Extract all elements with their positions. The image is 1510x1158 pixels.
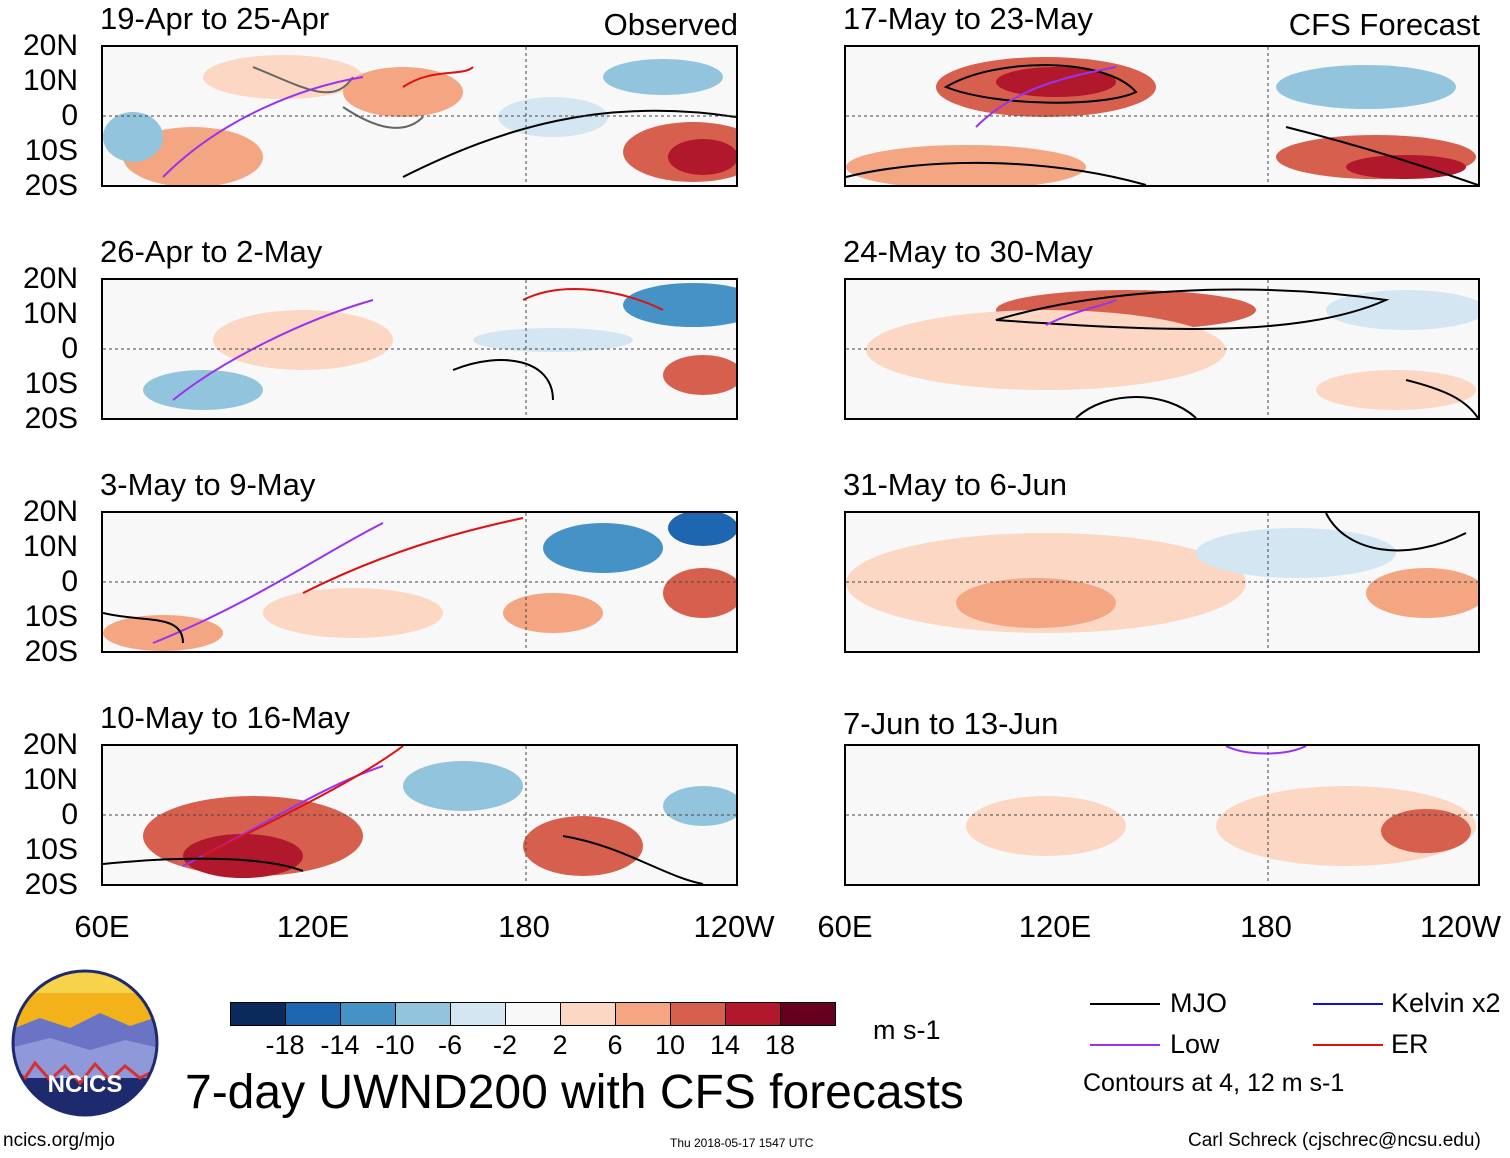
lon-label: 180	[1240, 909, 1292, 944]
lon-label: 120W	[1420, 910, 1501, 944]
map-panel-forecast-1	[844, 45, 1480, 187]
panel-title-obs-2: 26-Apr to 2-May	[100, 234, 323, 269]
colorbar-swatch	[505, 1002, 561, 1026]
panel-title-fcst-2: 24-May to 30-May	[843, 234, 1093, 269]
colorbar-swatch	[230, 1002, 286, 1026]
colorbar-swatch	[450, 1002, 506, 1026]
forecast-label: CFS Forecast	[1288, 7, 1480, 42]
colorbar-tick-label: -2	[492, 1030, 517, 1060]
map-panel-observed-1	[101, 45, 738, 187]
lat-label: 0	[61, 332, 78, 365]
map-panel-forecast-3	[844, 511, 1480, 653]
colorbar-swatch	[340, 1002, 396, 1026]
lat-label: 10N	[22, 763, 78, 796]
lat-label: 10S	[24, 833, 78, 866]
lat-label: 10N	[22, 64, 78, 97]
lat-label: 20N	[22, 495, 78, 528]
legend-line-kelvin	[1313, 1003, 1383, 1005]
lat-label: 10S	[24, 134, 78, 167]
legend-line-er	[1313, 1044, 1383, 1046]
lat-label: 20S	[24, 635, 78, 668]
legend-label-low: Low	[1170, 1029, 1220, 1059]
colorbar-swatch	[615, 1002, 671, 1026]
colorbar-tick-label: 10	[654, 1030, 686, 1060]
colorbar-tick-label: 2	[552, 1030, 568, 1060]
ncics-logo: NCICS	[10, 968, 160, 1118]
contours-note: Contours at 4, 12 m s-1	[1083, 1069, 1345, 1097]
colorbar-tick-label: 14	[709, 1030, 741, 1060]
colorbar-tick-label: -18	[265, 1030, 305, 1060]
legend-label-kelvin: Kelvin x2	[1391, 988, 1501, 1018]
lon-label: 60E	[74, 909, 130, 944]
map-panel-forecast-2	[844, 278, 1480, 420]
lat-label: 20S	[24, 402, 78, 435]
lat-label: 20S	[24, 169, 78, 202]
legend-line-mjo	[1090, 1003, 1160, 1005]
map-panel-forecast-4	[844, 744, 1480, 886]
lon-label: 120E	[276, 909, 350, 944]
colorbar-swatch	[560, 1002, 616, 1026]
main-title: 7-day UWND200 with CFS forecasts	[185, 1066, 964, 1119]
lat-label: 20N	[22, 262, 78, 295]
footer-timestamp: Thu 2018-05-17 1547 UTC	[670, 1136, 814, 1150]
footer-credit: Carl Schreck (cjschrec@ncsu.edu)	[1188, 1130, 1481, 1151]
map-panel-observed-2	[101, 278, 738, 420]
lat-label: 10N	[22, 530, 78, 563]
colorbar-swatch	[780, 1002, 836, 1026]
colorbar-tick-label: -14	[320, 1030, 360, 1060]
lon-label: 120E	[1018, 909, 1092, 944]
map-panel-observed-4	[101, 744, 738, 886]
lon-label: 60E	[817, 909, 873, 944]
legend-label-er: ER	[1391, 1029, 1429, 1059]
panel-title-fcst-3: 31-May to 6-Jun	[843, 467, 1067, 502]
logo-text: NCICS	[48, 1071, 123, 1098]
colorbar-units: m s-1	[873, 1015, 941, 1045]
colorbar-swatch	[670, 1002, 726, 1026]
lon-label: 180	[498, 909, 550, 944]
lat-label: 20S	[24, 868, 78, 901]
footer-url[interactable]: ncics.org/mjo	[3, 1130, 115, 1151]
lon-label: 120W	[693, 909, 775, 944]
lat-label: 20N	[22, 728, 78, 761]
panel-title-obs-3: 3-May to 9-May	[100, 467, 316, 502]
colorbar-tick-label: -6	[437, 1030, 462, 1060]
lat-label: 0	[61, 565, 78, 598]
legend-line-low	[1090, 1044, 1160, 1046]
colorbar-swatch	[725, 1002, 781, 1026]
colorbar-swatch	[285, 1002, 341, 1026]
lat-label: 0	[61, 798, 78, 831]
panel-title-fcst-1: 17-May to 23-May	[843, 1, 1093, 36]
panel-title-obs-4: 10-May to 16-May	[100, 700, 350, 735]
panel-title-obs-1: 19-Apr to 25-Apr	[100, 1, 330, 36]
panel-title-fcst-4: 7-Jun to 13-Jun	[843, 706, 1059, 741]
lat-label: 20N	[22, 29, 78, 62]
colorbar-tick-label: 6	[607, 1030, 623, 1060]
colorbar-tick-label: 18	[764, 1030, 796, 1060]
colorbar-swatch	[395, 1002, 451, 1026]
colorbar-tick-label: -10	[375, 1030, 415, 1060]
lat-label: 0	[61, 99, 78, 132]
lat-label: 10N	[22, 297, 78, 330]
observed-label: Observed	[603, 7, 738, 42]
lat-label: 10S	[24, 367, 78, 400]
lat-label: 10S	[24, 600, 78, 633]
map-panel-observed-3	[101, 511, 738, 653]
legend-label-mjo: MJO	[1170, 988, 1227, 1018]
